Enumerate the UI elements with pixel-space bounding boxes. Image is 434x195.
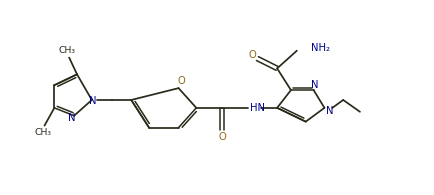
Text: O: O [177, 76, 185, 86]
Text: N: N [89, 96, 96, 106]
Text: O: O [217, 132, 225, 142]
Text: NH₂: NH₂ [310, 43, 329, 53]
Text: N: N [68, 113, 76, 123]
Text: N: N [310, 80, 318, 90]
Text: CH₃: CH₃ [34, 128, 51, 137]
Text: HN: HN [249, 103, 264, 113]
Text: CH₃: CH₃ [59, 46, 76, 55]
Text: O: O [248, 50, 256, 60]
Text: N: N [325, 106, 332, 116]
